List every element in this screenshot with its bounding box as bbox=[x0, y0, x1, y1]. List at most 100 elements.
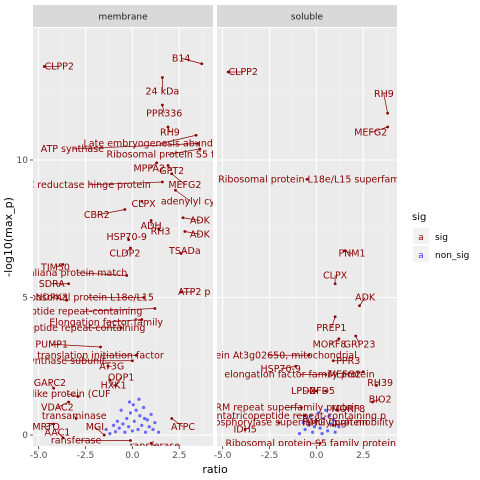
sig-point bbox=[76, 395, 80, 398]
label-connector bbox=[383, 93, 388, 114]
panel-membrane bbox=[33, 28, 213, 446]
label-connector bbox=[329, 338, 340, 345]
point-label: ll-like protein (CUF bbox=[23, 389, 111, 400]
sig-point bbox=[371, 400, 375, 404]
label-connector bbox=[171, 173, 186, 186]
sig-point bbox=[324, 389, 328, 393]
label-connector bbox=[106, 319, 142, 323]
sig-point bbox=[331, 359, 335, 363]
label-connector bbox=[171, 418, 184, 428]
point-label: B14 bbox=[172, 53, 191, 64]
x-tick-label: -2.5 bbox=[261, 451, 279, 461]
sig-point bbox=[314, 389, 318, 393]
sig-point bbox=[170, 172, 174, 176]
connectors-membrane bbox=[44, 57, 202, 446]
axis-ticks: -5.0 -2.5 0.0 2.5 -5.0 -2.5 0.0 2.5 0 5 10 bbox=[17, 156, 371, 461]
point-label: PUMP1 bbox=[35, 339, 68, 350]
sig-point bbox=[386, 125, 390, 129]
sig-point bbox=[166, 164, 170, 167]
sig-point bbox=[337, 337, 341, 341]
nonsig-point bbox=[130, 429, 134, 433]
sig-point bbox=[303, 414, 307, 418]
y-tick-label: 10 bbox=[17, 156, 29, 166]
sig-point bbox=[333, 315, 337, 319]
label-connector bbox=[175, 189, 191, 202]
label-connector bbox=[167, 148, 200, 155]
nonsig-point bbox=[307, 423, 311, 427]
point-label: PPR336 bbox=[146, 108, 182, 119]
legend-key-nonsig bbox=[413, 246, 429, 262]
x-tick-label: -5.0 bbox=[214, 451, 232, 461]
nonsig-point bbox=[128, 411, 133, 415]
sig-point bbox=[318, 441, 322, 445]
point-label: elongation factor family protein bbox=[224, 370, 374, 381]
legend-label-sig: sig bbox=[435, 233, 448, 243]
point-label: ADK bbox=[190, 229, 211, 240]
x-axis-title: ratio bbox=[202, 463, 228, 476]
point-label: RH9 bbox=[374, 89, 394, 100]
label-connector bbox=[355, 335, 360, 345]
nonsig-point bbox=[316, 411, 320, 415]
nonsig-point bbox=[303, 427, 307, 432]
point-label: LPD2 bbox=[291, 386, 315, 397]
x-tick-label: 2.5 bbox=[172, 451, 186, 461]
sig-point bbox=[343, 249, 346, 253]
label-connector bbox=[51, 343, 101, 348]
label-connector bbox=[280, 365, 296, 370]
points-membrane bbox=[42, 62, 204, 445]
label-connector bbox=[336, 408, 349, 411]
legend-label-nonsig: non_sig bbox=[435, 251, 469, 261]
nonsig-point bbox=[104, 427, 108, 432]
point-label: CLPX bbox=[323, 271, 348, 282]
sig-point bbox=[149, 441, 153, 445]
nonsig-point bbox=[145, 418, 149, 422]
label-connector bbox=[331, 316, 336, 328]
label-connector bbox=[149, 162, 157, 169]
point-label: GPT2 bbox=[159, 166, 184, 177]
x-tick-label: -5.0 bbox=[30, 451, 48, 461]
sig-point bbox=[324, 373, 328, 376]
point-label: ODP1 bbox=[108, 372, 135, 383]
sig-point bbox=[130, 359, 134, 363]
point-label: AAC1 bbox=[44, 427, 70, 438]
sig-point bbox=[108, 378, 112, 382]
nonsig-point bbox=[314, 419, 318, 423]
point-label: ransferase bbox=[51, 436, 102, 447]
point-label: aliana protein match bbox=[29, 268, 128, 279]
nonsig-point bbox=[333, 430, 337, 434]
sig-point bbox=[226, 70, 230, 74]
y-axis-title: -log10(max_p) bbox=[2, 197, 15, 277]
label-connector bbox=[181, 57, 202, 65]
point-label: HSP70-9 bbox=[261, 364, 301, 375]
point-label: AT3G bbox=[99, 361, 124, 372]
sig-point bbox=[67, 400, 71, 404]
labels-soluble: CLPP2 RH9 MEFG2 Ribosomal protein L18e/L15 … bbox=[217, 67, 397, 449]
y-tick-label: 5 bbox=[22, 294, 28, 304]
point-label: Ribosomal protein S5 family protein bbox=[225, 438, 396, 449]
sig-point bbox=[102, 433, 106, 437]
point-label: ADH bbox=[141, 221, 162, 232]
point-label: HSP70-9 bbox=[107, 232, 147, 243]
point-label: CLPP2 bbox=[229, 67, 258, 78]
point-label: MORF8 bbox=[313, 339, 347, 350]
point-label: TIM50 bbox=[40, 262, 70, 273]
sig-point bbox=[358, 304, 361, 308]
nonsig-point bbox=[115, 419, 119, 423]
point-label: CBR2 bbox=[84, 210, 110, 221]
label-connector bbox=[77, 272, 127, 276]
sig-point bbox=[354, 334, 358, 338]
sig-point bbox=[170, 417, 174, 420]
nonsig-point bbox=[112, 423, 116, 427]
nonsig-point bbox=[132, 419, 136, 423]
sig-point bbox=[67, 282, 71, 286]
grid-lines bbox=[33, 28, 397, 446]
label-connector bbox=[333, 422, 349, 426]
nonsig-point bbox=[331, 418, 335, 422]
sig-point bbox=[183, 230, 187, 233]
nonsig-point bbox=[123, 430, 127, 434]
sig-point bbox=[179, 290, 183, 294]
sig-point bbox=[331, 423, 335, 427]
panel-soluble bbox=[217, 28, 397, 446]
